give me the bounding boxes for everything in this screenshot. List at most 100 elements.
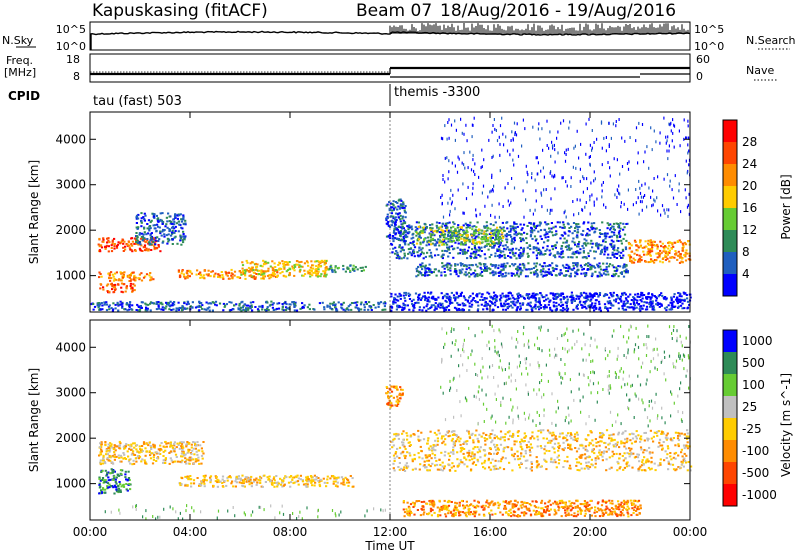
scatter-cell: [664, 211, 666, 215]
scatter-cell: [140, 460, 143, 463]
scatter-cell: [535, 189, 537, 193]
scatter-cell: [140, 448, 143, 451]
scatter-cell: [460, 291, 463, 294]
scatter-cell: [113, 477, 116, 480]
scatter-cell: [430, 243, 433, 246]
scatter-cell: [306, 270, 309, 273]
scatter-cell: [506, 227, 509, 230]
scatter-cell: [442, 231, 445, 234]
scatter-cell: [661, 242, 664, 245]
scatter-cell: [650, 260, 653, 263]
scatter-cell: [562, 298, 565, 300]
scatter-cell: [471, 240, 474, 243]
scatter-cell: [472, 297, 475, 300]
scatter-cell: [411, 242, 414, 245]
scatter-cell: [264, 260, 267, 263]
scatter-cell: [452, 240, 455, 243]
scatter-cell: [512, 228, 515, 231]
scatter-cell: [566, 300, 569, 303]
scatter-cell: [93, 305, 97, 308]
scatter-cell: [496, 295, 499, 298]
scatter-cell: [228, 301, 231, 304]
scatter-cell: [491, 236, 495, 239]
scatter-cell: [686, 205, 689, 209]
scatter-cell: [150, 236, 153, 239]
scatter-cell: [600, 251, 603, 254]
scatter-cell: [448, 159, 450, 163]
scatter-cell: [120, 286, 123, 289]
scatter-cell: [458, 271, 461, 274]
scatter-cell: [670, 299, 673, 302]
scatter-cell: [429, 268, 432, 271]
scatter-cell: [261, 270, 264, 273]
scatter-cell: [574, 144, 576, 148]
scatter-cell: [196, 453, 199, 456]
scatter-cell: [601, 221, 604, 224]
scatter-cell: [552, 294, 555, 297]
scatter-cell: [521, 295, 524, 298]
scatter-cell: [457, 188, 459, 192]
scatter-cell: [539, 137, 541, 141]
scatter-cell: [112, 284, 115, 287]
scatter-cell: [449, 235, 452, 238]
scatter-cell: [679, 304, 683, 307]
scatter-cell: [625, 270, 628, 273]
scatter-cell: [484, 230, 487, 233]
scatter-cell: [145, 247, 148, 250]
scatter-cell: [306, 306, 309, 309]
scatter-cell: [504, 266, 507, 269]
scatter-cell: [661, 294, 664, 297]
scatter-cell: [499, 299, 502, 302]
scatter-cell: [582, 251, 585, 254]
scatter-cell: [178, 214, 181, 217]
scatter-cell: [118, 242, 122, 245]
scatter-cell: [269, 303, 272, 306]
scatter-cell: [152, 443, 155, 446]
scatter-cell: [494, 242, 497, 245]
scatter-cell: [303, 262, 306, 265]
scatter-cell: [316, 272, 319, 275]
scatter-cell: [101, 308, 104, 311]
scatter-cell: [191, 301, 194, 304]
scatter-cell: [102, 288, 105, 291]
scatter-cell: [399, 250, 402, 253]
scatter-cell: [305, 485, 308, 488]
scatter-cell: [101, 459, 104, 462]
scatter-cell: [608, 121, 610, 125]
scatter-cell: [141, 445, 144, 447]
scatter-cell: [622, 302, 625, 305]
scatter-cell: [608, 263, 612, 266]
scatter-cell: [686, 136, 688, 140]
scatter-cell: [633, 252, 636, 255]
scatter-cell: [659, 141, 661, 145]
scatter-cell: [597, 266, 600, 269]
scatter-cell: [619, 271, 622, 274]
scatter-cell: [266, 301, 269, 304]
scatter-cell: [548, 272, 551, 275]
colorbar-swatch: [723, 274, 737, 296]
scatter-cell: [320, 259, 323, 262]
scatter-cell: [419, 243, 422, 246]
scatter-cell: [623, 263, 626, 266]
scatter-cell: [644, 194, 646, 197]
scatter-cell: [180, 220, 184, 223]
scatter-cell: [512, 241, 515, 244]
scatter-cell: [173, 303, 176, 306]
scatter-cell: [643, 294, 646, 296]
scatter-cell: [567, 264, 570, 267]
scatter-cell: [168, 462, 171, 465]
scatter-cell: [651, 148, 653, 152]
scatter-cell: [430, 254, 433, 257]
scatter-cell: [621, 248, 624, 251]
scatter-cell: [595, 306, 598, 309]
scatter-cell: [513, 233, 516, 236]
scatter-cell: [238, 302, 241, 305]
scatter-cell: [554, 233, 557, 236]
scatter-cell: [468, 264, 471, 267]
scatter-cell: [422, 306, 426, 309]
scatter-cell: [597, 294, 600, 297]
scatter-cell: [342, 264, 345, 267]
scatter-cell: [143, 212, 146, 215]
scatter-cell: [514, 252, 517, 255]
